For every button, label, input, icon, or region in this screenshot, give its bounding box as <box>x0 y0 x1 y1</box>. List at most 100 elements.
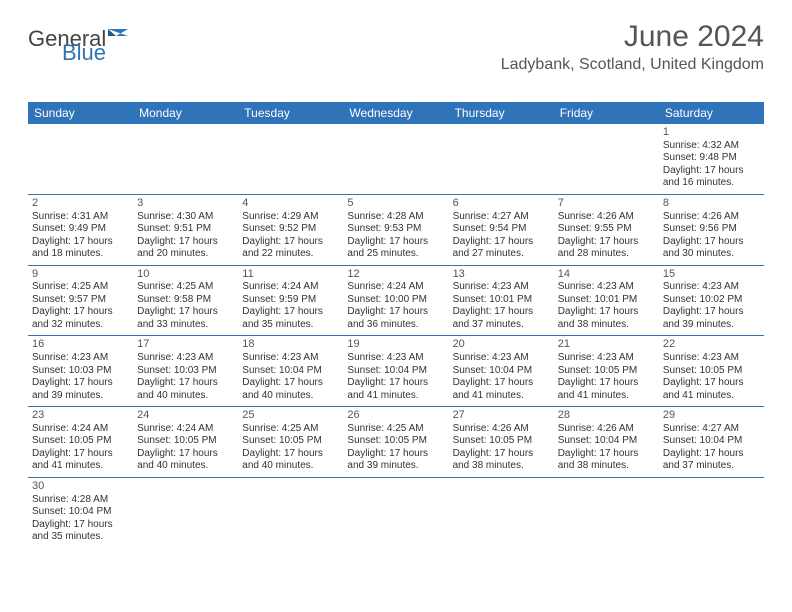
sunset-line: Sunset: 9:59 PM <box>242 294 339 307</box>
calendar-day-cell: 3Sunrise: 4:30 AMSunset: 9:51 PMDaylight… <box>133 194 238 265</box>
calendar-day-cell: 8Sunrise: 4:26 AMSunset: 9:56 PMDaylight… <box>659 194 764 265</box>
sunrise-line: Sunrise: 4:27 AM <box>453 211 550 224</box>
day-number: 5 <box>347 197 444 211</box>
sunset-line: Sunset: 9:52 PM <box>242 223 339 236</box>
calendar-empty-cell <box>28 124 133 194</box>
sunset-line: Sunset: 10:01 PM <box>453 294 550 307</box>
sunset-line: Sunset: 10:05 PM <box>32 435 129 448</box>
sunrise-line: Sunrise: 4:25 AM <box>32 281 129 294</box>
sunrise-line: Sunrise: 4:30 AM <box>137 211 234 224</box>
sunset-line: Sunset: 9:51 PM <box>137 223 234 236</box>
day-number: 8 <box>663 197 760 211</box>
sunrise-line: Sunrise: 4:25 AM <box>242 423 339 436</box>
day-number: 19 <box>347 338 444 352</box>
daylight-line1: Daylight: 17 hours <box>347 236 444 249</box>
day-number: 2 <box>32 197 129 211</box>
calendar-empty-cell <box>343 124 448 194</box>
daylight-line2: and 40 minutes. <box>242 390 339 403</box>
weekday-header: Sunday <box>28 102 133 124</box>
calendar-empty-cell <box>133 477 238 547</box>
daylight-line1: Daylight: 17 hours <box>137 306 234 319</box>
calendar-day-cell: 5Sunrise: 4:28 AMSunset: 9:53 PMDaylight… <box>343 194 448 265</box>
calendar-day-cell: 7Sunrise: 4:26 AMSunset: 9:55 PMDaylight… <box>554 194 659 265</box>
day-number: 4 <box>242 197 339 211</box>
weekday-header: Friday <box>554 102 659 124</box>
sunrise-line: Sunrise: 4:31 AM <box>32 211 129 224</box>
daylight-line2: and 32 minutes. <box>32 319 129 332</box>
daylight-line2: and 37 minutes. <box>663 460 760 473</box>
calendar-empty-cell <box>133 124 238 194</box>
sunrise-line: Sunrise: 4:24 AM <box>137 423 234 436</box>
day-number: 15 <box>663 268 760 282</box>
day-number: 28 <box>558 409 655 423</box>
calendar-day-cell: 18Sunrise: 4:23 AMSunset: 10:04 PMDaylig… <box>238 336 343 407</box>
calendar-week-row: 16Sunrise: 4:23 AMSunset: 10:03 PMDaylig… <box>28 336 764 407</box>
daylight-line2: and 40 minutes. <box>137 460 234 473</box>
daylight-line1: Daylight: 17 hours <box>663 165 760 178</box>
sunset-line: Sunset: 9:48 PM <box>663 152 760 165</box>
day-number: 29 <box>663 409 760 423</box>
sunset-line: Sunset: 9:53 PM <box>347 223 444 236</box>
day-number: 16 <box>32 338 129 352</box>
sunrise-line: Sunrise: 4:23 AM <box>347 352 444 365</box>
daylight-line1: Daylight: 17 hours <box>558 306 655 319</box>
daylight-line2: and 38 minutes. <box>453 460 550 473</box>
sunset-line: Sunset: 9:49 PM <box>32 223 129 236</box>
sunset-line: Sunset: 10:01 PM <box>558 294 655 307</box>
daylight-line1: Daylight: 17 hours <box>663 448 760 461</box>
sunset-line: Sunset: 10:00 PM <box>347 294 444 307</box>
sunrise-line: Sunrise: 4:26 AM <box>558 423 655 436</box>
calendar-day-cell: 22Sunrise: 4:23 AMSunset: 10:05 PMDaylig… <box>659 336 764 407</box>
day-number: 7 <box>558 197 655 211</box>
daylight-line2: and 25 minutes. <box>347 248 444 261</box>
daylight-line2: and 36 minutes. <box>347 319 444 332</box>
daylight-line1: Daylight: 17 hours <box>32 306 129 319</box>
daylight-line2: and 39 minutes. <box>347 460 444 473</box>
sunrise-line: Sunrise: 4:23 AM <box>32 352 129 365</box>
day-number: 11 <box>242 268 339 282</box>
day-number: 14 <box>558 268 655 282</box>
sunrise-line: Sunrise: 4:26 AM <box>558 211 655 224</box>
page-header: General June 2024 Ladybank, Scotland, Un… <box>28 20 764 74</box>
day-number: 21 <box>558 338 655 352</box>
sunrise-line: Sunrise: 4:23 AM <box>558 352 655 365</box>
day-number: 24 <box>137 409 234 423</box>
calendar-day-cell: 10Sunrise: 4:25 AMSunset: 9:58 PMDayligh… <box>133 265 238 336</box>
daylight-line1: Daylight: 17 hours <box>32 377 129 390</box>
calendar-empty-cell <box>238 477 343 547</box>
sunrise-line: Sunrise: 4:23 AM <box>137 352 234 365</box>
daylight-line2: and 35 minutes. <box>242 319 339 332</box>
sunset-line: Sunset: 10:05 PM <box>663 365 760 378</box>
page-title: June 2024 <box>501 20 764 54</box>
daylight-line2: and 41 minutes. <box>663 390 760 403</box>
calendar-day-cell: 24Sunrise: 4:24 AMSunset: 10:05 PMDaylig… <box>133 407 238 478</box>
day-number: 25 <box>242 409 339 423</box>
daylight-line1: Daylight: 17 hours <box>453 236 550 249</box>
calendar-day-cell: 9Sunrise: 4:25 AMSunset: 9:57 PMDaylight… <box>28 265 133 336</box>
daylight-line1: Daylight: 17 hours <box>558 448 655 461</box>
daylight-line2: and 18 minutes. <box>32 248 129 261</box>
sunset-line: Sunset: 10:05 PM <box>558 365 655 378</box>
weekday-header: Saturday <box>659 102 764 124</box>
calendar-empty-cell <box>449 477 554 547</box>
calendar-day-cell: 14Sunrise: 4:23 AMSunset: 10:01 PMDaylig… <box>554 265 659 336</box>
calendar-day-cell: 19Sunrise: 4:23 AMSunset: 10:04 PMDaylig… <box>343 336 448 407</box>
sunrise-line: Sunrise: 4:23 AM <box>558 281 655 294</box>
calendar-empty-cell <box>449 124 554 194</box>
calendar-empty-cell <box>343 477 448 547</box>
day-number: 10 <box>137 268 234 282</box>
daylight-line1: Daylight: 17 hours <box>453 377 550 390</box>
day-number: 20 <box>453 338 550 352</box>
sunrise-line: Sunrise: 4:23 AM <box>663 281 760 294</box>
calendar-page: General June 2024 Ladybank, Scotland, Un… <box>0 0 792 612</box>
weekday-header: Thursday <box>449 102 554 124</box>
title-block: June 2024 Ladybank, Scotland, United Kin… <box>501 20 764 74</box>
day-number: 17 <box>137 338 234 352</box>
sunset-line: Sunset: 9:54 PM <box>453 223 550 236</box>
sunset-line: Sunset: 10:04 PM <box>558 435 655 448</box>
sunset-line: Sunset: 10:05 PM <box>242 435 339 448</box>
calendar-week-row: 30Sunrise: 4:28 AMSunset: 10:04 PMDaylig… <box>28 477 764 547</box>
sunset-line: Sunset: 10:03 PM <box>137 365 234 378</box>
day-number: 30 <box>32 480 129 494</box>
daylight-line1: Daylight: 17 hours <box>32 448 129 461</box>
